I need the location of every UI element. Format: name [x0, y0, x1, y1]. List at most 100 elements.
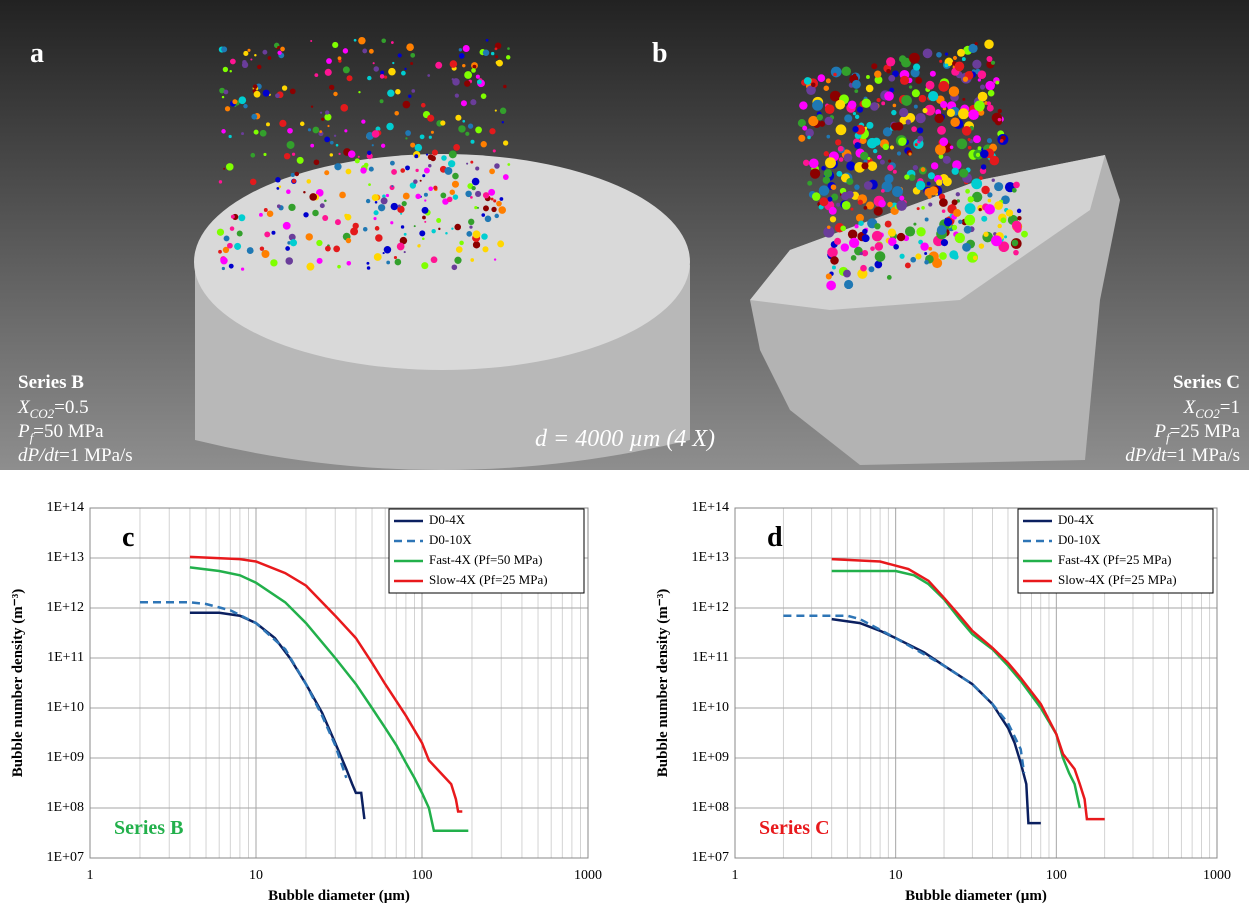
- bubble: [286, 140, 295, 149]
- bubble: [243, 50, 249, 57]
- bubble: [913, 63, 921, 71]
- bubble: [289, 88, 296, 95]
- bubble: [1005, 209, 1014, 217]
- bubble: [464, 71, 473, 79]
- bubble: [827, 247, 838, 258]
- bubble: [326, 58, 332, 64]
- parameter-symbol: P: [1153, 421, 1166, 442]
- bubble: [382, 194, 386, 199]
- bubble: [218, 249, 222, 254]
- legend-box: [1017, 508, 1214, 594]
- bubble: [313, 159, 320, 166]
- bubble: [485, 38, 489, 42]
- bubble: [972, 255, 978, 261]
- bubble: [373, 217, 377, 221]
- bubble: [882, 143, 890, 151]
- bubble: [458, 53, 465, 59]
- bubble: [901, 95, 912, 106]
- bubble: [908, 152, 912, 156]
- parameter-value: =1 MPa/s: [1166, 445, 1240, 466]
- bubble: [922, 48, 933, 59]
- bubble: [986, 104, 994, 112]
- bubble: [405, 165, 410, 171]
- bubble: [462, 119, 466, 123]
- bubble: [835, 139, 842, 146]
- bubble: [410, 61, 414, 65]
- bubble: [447, 160, 456, 168]
- parameter: dP/dt=1 MPa/s: [18, 445, 133, 466]
- bubble: [850, 207, 854, 211]
- bubble: [471, 68, 476, 73]
- bubble: [423, 192, 428, 197]
- bubble: [899, 75, 910, 85]
- cylinder-top: [194, 154, 690, 370]
- bubble: [345, 168, 352, 175]
- x-tick-label: 10: [889, 868, 903, 883]
- bubble: [935, 144, 946, 156]
- y-tick-label: 1E+09: [47, 750, 84, 765]
- bubble: [861, 249, 869, 257]
- bubble: [222, 66, 229, 73]
- bubble: [825, 78, 831, 84]
- bubble: [375, 234, 383, 242]
- bubble: [405, 130, 411, 136]
- bubble: [419, 230, 426, 237]
- bubble: [402, 100, 411, 109]
- bubble: [958, 219, 963, 224]
- bubble: [936, 225, 947, 236]
- bubble: [310, 105, 314, 108]
- bubble: [884, 220, 892, 228]
- bubble: [977, 146, 982, 151]
- bubble: [910, 256, 917, 263]
- bubble: [236, 230, 243, 237]
- plot-frame: [89, 507, 589, 859]
- bubble: [312, 126, 320, 134]
- bubble: [319, 130, 323, 133]
- bubble: [257, 64, 262, 70]
- series-line: [189, 566, 469, 833]
- legend-label: Slow-4X (Pf=25 MPa): [429, 572, 548, 587]
- bubble: [847, 229, 858, 240]
- bubble: [950, 117, 960, 127]
- bubble: [283, 152, 291, 160]
- bubble: [830, 256, 839, 265]
- bubble: [433, 185, 438, 190]
- bubble: [221, 129, 226, 134]
- bubble: [840, 225, 846, 232]
- bubble: [884, 174, 894, 184]
- bubble: [306, 262, 315, 271]
- bubble: [495, 55, 499, 59]
- bubble: [819, 120, 826, 127]
- bubble: [850, 255, 857, 261]
- bubble: [372, 62, 375, 65]
- bubble: [371, 194, 379, 202]
- bubble: [807, 135, 811, 140]
- bubble: [446, 196, 453, 203]
- bubble: [863, 159, 868, 164]
- bubble: [874, 223, 881, 230]
- plot-frame: [734, 507, 1218, 859]
- bubble: [502, 140, 509, 146]
- bubble: [329, 140, 334, 145]
- bubble: [492, 149, 496, 153]
- bubble: [316, 239, 323, 247]
- bubble: [797, 119, 806, 128]
- bubble: [455, 246, 463, 253]
- bubble: [829, 216, 837, 223]
- bubble: [968, 109, 979, 120]
- bubble: [957, 48, 965, 57]
- bubble: [352, 222, 359, 230]
- bubble: [838, 157, 844, 162]
- bubble: [400, 225, 405, 229]
- bubble: [224, 106, 231, 112]
- bubble: [1013, 181, 1020, 189]
- bubble: [229, 226, 235, 231]
- bubble: [834, 237, 842, 245]
- bubble: [920, 242, 929, 251]
- bubble: [354, 158, 360, 164]
- series-line: [831, 569, 1082, 809]
- bubble: [501, 121, 505, 124]
- bubble: [399, 236, 408, 245]
- bubble: [818, 185, 830, 196]
- bubble: [926, 181, 931, 186]
